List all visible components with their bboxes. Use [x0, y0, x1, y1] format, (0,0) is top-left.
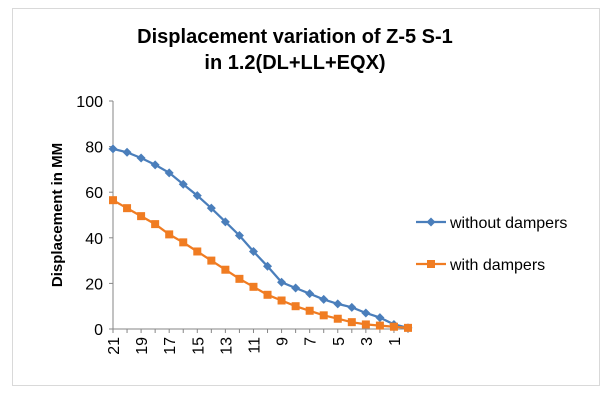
data-point-with-dampers: [151, 220, 160, 229]
data-point-with-dampers: [109, 196, 117, 205]
data-point-with-dampers: [291, 302, 300, 311]
data-point-without-dampers: [178, 179, 188, 189]
data-point-with-dampers: [123, 204, 132, 213]
data-point-without-dampers: [333, 299, 343, 309]
x-tick-label: 21: [106, 337, 123, 355]
legend-marker-2: [427, 260, 435, 268]
data-point-with-dampers: [249, 282, 258, 291]
x-tick-label: 3: [359, 337, 376, 346]
data-point-with-dampers: [375, 321, 384, 330]
data-point-without-dampers: [305, 289, 315, 299]
y-tick-label: 0: [94, 322, 103, 339]
data-point-without-dampers: [192, 191, 202, 201]
data-point-with-dampers: [193, 247, 202, 256]
y-tick-label: 60: [85, 185, 103, 202]
series-line-1: [112, 147, 409, 329]
y-tick-label: 100: [76, 94, 103, 111]
data-point-without-dampers: [220, 217, 230, 227]
data-point-without-dampers: [375, 313, 385, 323]
data-point-with-dampers: [235, 274, 244, 283]
x-tick-label: 15: [190, 337, 207, 355]
data-point-with-dampers: [361, 320, 370, 329]
legend-marker-1: [426, 217, 436, 227]
x-tick-label: 5: [331, 337, 348, 346]
data-point-with-dampers: [263, 290, 272, 299]
chart-title-line2: in 1.2(DL+LL+EQX): [204, 52, 386, 74]
data-point-with-dampers: [207, 256, 216, 265]
data-point-with-dampers: [333, 314, 342, 323]
data-point-without-dampers: [277, 277, 287, 287]
y-axis-label: Displacement in MM: [49, 143, 66, 287]
data-point-without-dampers: [136, 153, 146, 163]
data-point-without-dampers: [319, 294, 329, 304]
legend-label-1: without dampers: [449, 215, 567, 232]
data-point-with-dampers: [277, 296, 286, 305]
data-point-without-dampers: [108, 144, 118, 154]
data-point-without-dampers: [122, 147, 132, 157]
x-tick-label: 1: [387, 337, 404, 346]
y-tick-label: 40: [85, 231, 103, 248]
data-point-without-dampers: [150, 160, 160, 170]
data-point-without-dampers: [234, 231, 244, 241]
data-point-with-dampers: [165, 230, 174, 239]
data-point-with-dampers: [389, 322, 398, 331]
x-tick-label: 17: [162, 337, 179, 355]
x-tick-label: 7: [303, 337, 320, 346]
data-point-with-dampers: [305, 306, 314, 315]
data-point-without-dampers: [164, 168, 174, 178]
data-point-with-dampers: [404, 323, 412, 332]
data-point-without-dampers: [291, 283, 301, 293]
series-line-2: [112, 199, 409, 330]
chart-title-line1: Displacement variation of Z-5 S-1: [137, 26, 453, 48]
data-point-with-dampers: [319, 311, 328, 320]
data-point-with-dampers: [137, 212, 146, 221]
x-tick-label: 11: [246, 337, 263, 354]
data-point-without-dampers: [263, 261, 273, 271]
legend-label-2: with dampers: [449, 257, 545, 274]
x-tick-label: 9: [275, 337, 292, 346]
data-point-with-dampers: [221, 265, 230, 274]
data-point-without-dampers: [347, 302, 357, 312]
y-tick-label: 20: [85, 276, 103, 293]
chart-frame: [12, 8, 600, 386]
data-point-with-dampers: [347, 318, 356, 327]
data-point-without-dampers: [206, 203, 216, 213]
data-point-without-dampers: [361, 308, 371, 318]
x-tick-label: 19: [134, 337, 151, 355]
y-tick-label: 80: [85, 140, 103, 157]
x-tick-label: 13: [218, 337, 235, 355]
data-point-without-dampers: [248, 246, 258, 256]
data-point-with-dampers: [179, 238, 188, 247]
